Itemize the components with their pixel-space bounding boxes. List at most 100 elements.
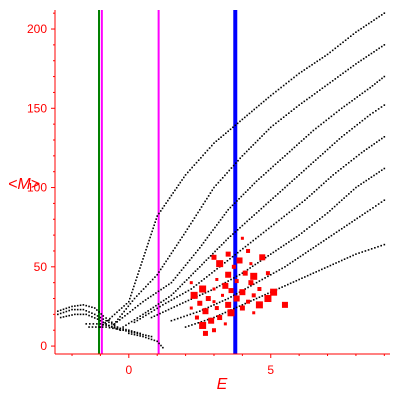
- curve-dot: [272, 124, 275, 127]
- curve-dot: [134, 306, 137, 309]
- curve-dot: [313, 190, 316, 193]
- curve-dot: [356, 123, 359, 126]
- curve-dot: [140, 264, 142, 266]
- curve-dot: [343, 258, 346, 260]
- curve-dot: [207, 195, 210, 197]
- curve-dot: [208, 234, 211, 236]
- curve-dot: [128, 329, 130, 332]
- curve-dot: [74, 308, 76, 311]
- curve-dot: [368, 146, 370, 149]
- curve-dot: [251, 110, 253, 113]
- curve-dot: [270, 225, 273, 228]
- curve-dot: [249, 241, 252, 244]
- curve-dot: [362, 181, 365, 184]
- curve-dot: [102, 323, 105, 326]
- curve-dot: [251, 216, 253, 218]
- curve-dot: [238, 305, 241, 307]
- curve-dot: [340, 259, 343, 262]
- curve-dot: [145, 336, 147, 339]
- curve-dot: [269, 94, 272, 97]
- curve-dot: [142, 313, 144, 316]
- curve-dot: [139, 335, 141, 337]
- curve-dot: [153, 309, 156, 311]
- curve-dot: [307, 133, 310, 136]
- curve-dot: [350, 159, 353, 162]
- curve-dot: [300, 171, 303, 174]
- curve-dot: [206, 318, 209, 321]
- curve-dot: [321, 57, 324, 59]
- curve-dot: [352, 254, 354, 257]
- curve-dot: [136, 317, 139, 319]
- curve-dot: [209, 255, 212, 257]
- curve-dot: [76, 313, 79, 316]
- curve-dot: [207, 290, 210, 293]
- curve-dot: [76, 308, 79, 311]
- highlight-point: [233, 295, 240, 302]
- curve-dot: [184, 300, 187, 303]
- curve-dot: [223, 214, 226, 216]
- curve-dot: [85, 313, 88, 316]
- curve-dot: [355, 63, 357, 65]
- curve-dot: [210, 289, 212, 292]
- curve-dot: [229, 257, 231, 260]
- curve-dot: [230, 278, 232, 281]
- curve-dot: [167, 308, 170, 311]
- curve-dot: [241, 224, 244, 227]
- curve-dot: [265, 203, 267, 206]
- curve-dot: [127, 305, 130, 308]
- curve-dot: [324, 150, 326, 153]
- curve-dot: [260, 176, 263, 178]
- curve-dot: [298, 234, 300, 236]
- curve-dot: [139, 315, 141, 317]
- curve-dot: [261, 278, 264, 281]
- curve-dot: [233, 277, 235, 279]
- curve-dot: [303, 138, 305, 140]
- curve-dot: [216, 315, 218, 318]
- curve-dot: [377, 245, 379, 248]
- curve-dot: [303, 169, 305, 172]
- curve-dot: [240, 195, 243, 198]
- curve-dot: [172, 249, 174, 252]
- curve-dot: [324, 55, 326, 57]
- curve-dot: [179, 181, 182, 184]
- curve-dot: [348, 222, 351, 225]
- curve-dot: [375, 110, 377, 112]
- curve-dot: [125, 330, 127, 332]
- curve-dot: [225, 211, 228, 214]
- curve-dot: [339, 43, 342, 46]
- curve-dot: [96, 323, 98, 325]
- curve-dot: [216, 268, 218, 270]
- curve-dot: [153, 339, 156, 342]
- curve-dot: [348, 101, 351, 104]
- curve-dot: [360, 151, 363, 154]
- curve-dot: [254, 263, 257, 266]
- curve-dot: [254, 141, 257, 144]
- curve-dot: [182, 266, 185, 269]
- curve-dot: [135, 295, 138, 297]
- curve-dot: [308, 96, 311, 99]
- curve-dot: [179, 303, 181, 306]
- curve-dot: [378, 47, 380, 50]
- curve-dot: [280, 86, 282, 89]
- curve-dot: [218, 285, 221, 287]
- curve-dot: [243, 116, 246, 119]
- curve-dot: [176, 317, 179, 320]
- curve-dot: [370, 21, 373, 23]
- curve-dot: [104, 322, 106, 324]
- curve-dot: [362, 26, 365, 28]
- curve-dot: [283, 215, 285, 218]
- curve-dot: [210, 231, 212, 234]
- curve-dot: [380, 201, 383, 203]
- curve-dot: [219, 219, 222, 221]
- curve-dot: [113, 326, 116, 328]
- curve-dot: [116, 321, 118, 323]
- curve-dot: [229, 206, 232, 209]
- curve-dot: [363, 150, 365, 152]
- curve-dot: [253, 108, 255, 111]
- curve-dot: [370, 52, 373, 55]
- curve-dot: [306, 274, 309, 277]
- curve-dot: [156, 215, 158, 217]
- curve-dot: [326, 266, 329, 268]
- curve-dot: [155, 292, 157, 294]
- curve-dot: [373, 19, 375, 21]
